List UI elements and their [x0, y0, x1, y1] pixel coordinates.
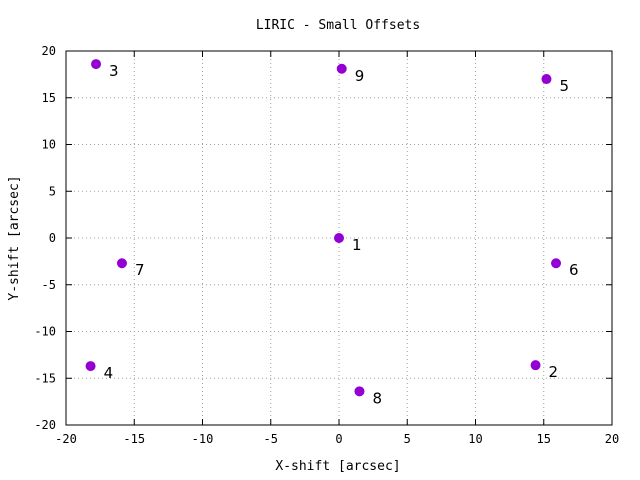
y-tick-label: 20 [42, 44, 56, 58]
plot-frame [65, 50, 613, 426]
y-tick-label: 15 [42, 91, 56, 105]
x-tick-label: 10 [468, 432, 482, 446]
x-tick-label: -20 [55, 432, 77, 446]
data-point [85, 361, 96, 372]
point-labels: 1 2 3 4 5 6 7 8 9 [104, 62, 579, 407]
x-tick-label: 5 [404, 432, 411, 446]
data-point [336, 63, 347, 74]
y-tick-label: -15 [34, 371, 56, 385]
y-tick-label: 5 [49, 184, 56, 198]
data-point [541, 74, 552, 85]
x-tick-label: -5 [264, 432, 278, 446]
x-tick-label: 20 [605, 432, 619, 446]
x-tick-label: 15 [537, 432, 551, 446]
data-point [354, 386, 365, 397]
y-tick-label: 0 [49, 231, 56, 245]
point-label: 5 [559, 77, 569, 95]
point-label: 3 [109, 62, 119, 80]
data-points [85, 59, 562, 397]
y-tick-label: -20 [34, 418, 56, 432]
point-label: 9 [355, 67, 365, 85]
x-axis-label: X-shift [arcsec] [275, 459, 400, 474]
data-point [116, 258, 127, 269]
y-tick-label: -10 [34, 325, 56, 339]
y-tick-label: -5 [42, 278, 56, 292]
data-point [551, 258, 562, 269]
point-label: 6 [569, 261, 579, 279]
data-point [334, 233, 344, 243]
y-tick-label: 10 [42, 138, 56, 152]
x-tick-label: -15 [123, 432, 145, 446]
point-label: 1 [352, 236, 362, 254]
y-axis-label: Y-shift [arcsec] [7, 175, 22, 300]
point-label: 7 [135, 261, 145, 279]
data-point [530, 360, 541, 371]
data-point [91, 59, 102, 70]
point-label: 2 [549, 363, 559, 381]
point-label: 8 [372, 389, 382, 407]
x-tick-label: -10 [192, 432, 214, 446]
point-label: 4 [104, 364, 114, 382]
x-tick-label: 0 [335, 432, 342, 446]
chart-title: LIRIC - Small Offsets [256, 18, 420, 33]
